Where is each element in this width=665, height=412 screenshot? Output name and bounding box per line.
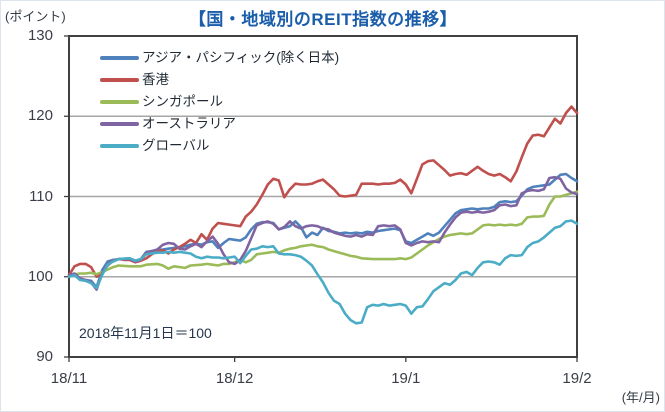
y-axis-unit-label: (ポイント) — [5, 9, 66, 24]
series-line-2 — [67, 190, 579, 278]
legend-item-1: 香港 — [100, 69, 339, 91]
legend-item-4: グローバル — [100, 135, 339, 157]
legend-line-swatch — [100, 122, 139, 126]
x-axis-unit-label: (年/月) — [621, 390, 660, 405]
plot-area-border — [68, 35, 578, 358]
legend-label: シンガポール — [142, 94, 223, 110]
y-tick-label-120: 120 — [27, 107, 53, 125]
x-tick-label-18/11: 18/11 — [50, 370, 88, 387]
legend-line-swatch — [100, 56, 139, 60]
y-tick-label-110: 110 — [29, 187, 53, 205]
legend-line-swatch — [100, 100, 139, 104]
legend-line-swatch — [100, 144, 139, 148]
y-tick-label-130: 130 — [27, 27, 53, 44]
x-tick-label-19/2: 19/2 — [562, 370, 592, 387]
legend-item-0: アジア・パシフィック(除く日本) — [100, 47, 339, 69]
legend-label: オーストラリア — [142, 116, 236, 132]
series-line-3 — [67, 175, 579, 291]
y-tick-label-100: 100 — [27, 267, 53, 285]
x-tick-label-19/1: 19/1 — [391, 370, 421, 387]
legend-label: 香港 — [142, 72, 169, 88]
chart-title: 【国・地域別のREIT指数の推移】 — [188, 10, 458, 29]
series-line-0 — [67, 172, 579, 289]
legend-item-2: シンガポール — [100, 91, 339, 113]
y-tick-label-90: 90 — [36, 348, 53, 365]
legend-item-3: オーストラリア — [100, 113, 339, 135]
x-tick-label-18/12: 18/12 — [215, 370, 254, 387]
legend-label: グローバル — [142, 138, 210, 154]
legend-label: アジア・パシフィック(除く日本) — [142, 50, 340, 66]
base-value-annotation: 2018年11月1日＝100 — [79, 325, 212, 341]
chart-legend: アジア・パシフィック(除く日本) 香港シンガポール オーストラリア グローバル — [100, 47, 339, 157]
series-line-4 — [67, 219, 579, 325]
legend-line-swatch — [100, 78, 139, 82]
